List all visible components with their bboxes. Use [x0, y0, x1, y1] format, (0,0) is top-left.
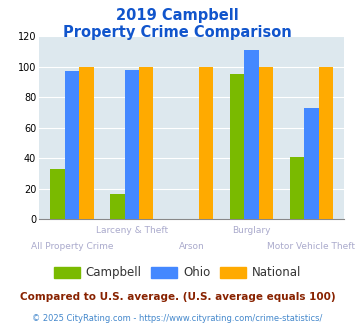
- Bar: [259, 67, 273, 219]
- Bar: [290, 157, 304, 219]
- Bar: [199, 67, 213, 219]
- Text: Arson: Arson: [179, 242, 204, 250]
- Bar: [110, 193, 125, 219]
- Bar: [139, 67, 153, 219]
- Bar: [230, 75, 244, 219]
- Bar: [79, 67, 93, 219]
- Bar: [244, 50, 259, 219]
- Bar: [50, 169, 65, 219]
- Text: Larceny & Theft: Larceny & Theft: [96, 226, 168, 235]
- Text: Motor Vehicle Theft: Motor Vehicle Theft: [267, 242, 355, 250]
- Bar: [318, 67, 333, 219]
- Bar: [65, 71, 79, 219]
- Text: 2019 Campbell: 2019 Campbell: [116, 8, 239, 23]
- Text: All Property Crime: All Property Crime: [31, 242, 113, 250]
- Bar: [125, 70, 139, 219]
- Text: Burglary: Burglary: [232, 226, 271, 235]
- Bar: [304, 108, 318, 219]
- Text: Property Crime Comparison: Property Crime Comparison: [63, 25, 292, 40]
- Text: © 2025 CityRating.com - https://www.cityrating.com/crime-statistics/: © 2025 CityRating.com - https://www.city…: [32, 314, 323, 323]
- Text: Compared to U.S. average. (U.S. average equals 100): Compared to U.S. average. (U.S. average …: [20, 292, 335, 302]
- Legend: Campbell, Ohio, National: Campbell, Ohio, National: [49, 262, 306, 284]
